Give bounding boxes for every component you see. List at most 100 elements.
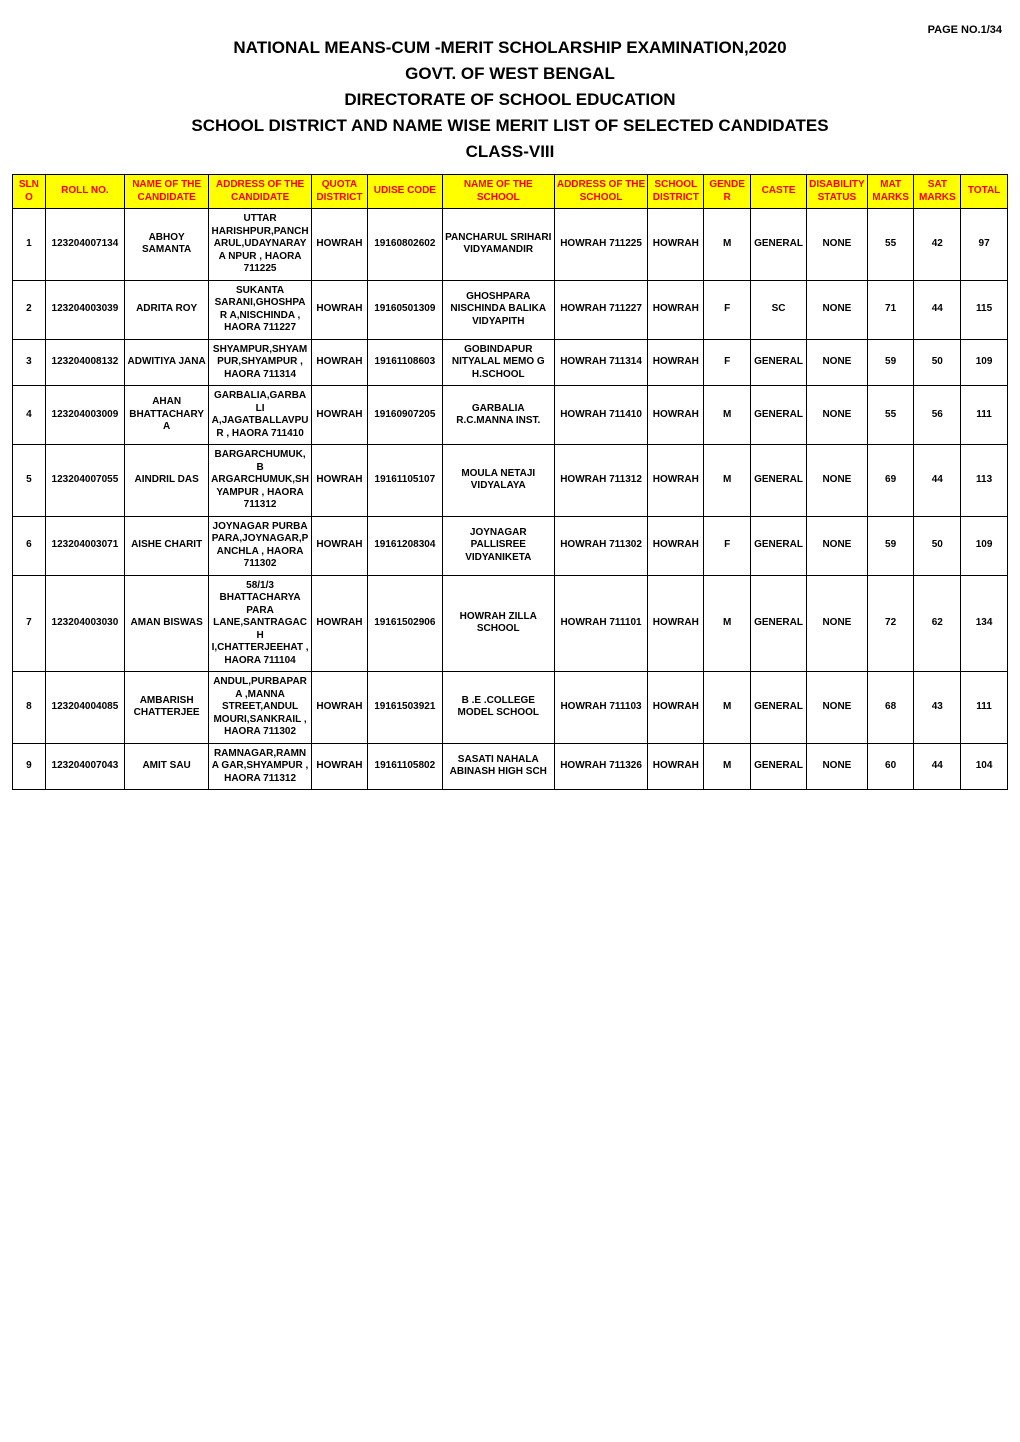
table-row: 9123204007043AMIT SAURAMNAGAR,RAMNA GAR,… (13, 743, 1008, 790)
table-cell: 123204008132 (45, 339, 124, 386)
table-cell: 123204003009 (45, 386, 124, 445)
table-cell: HOWRAH 711326 (554, 743, 647, 790)
table-cell: 123204004085 (45, 672, 124, 744)
table-cell: 97 (961, 209, 1008, 281)
table-cell: 71 (867, 280, 914, 339)
table-cell: F (704, 516, 751, 575)
table-cell: GENERAL (751, 339, 807, 386)
table-cell: 123204003039 (45, 280, 124, 339)
table-cell: 19161105802 (367, 743, 442, 790)
table-cell: HOWRAH (648, 516, 704, 575)
title-exam: NATIONAL MEANS-CUM -MERIT SCHOLARSHIP EX… (12, 38, 1008, 58)
table-cell: 104 (961, 743, 1008, 790)
table-row: 4123204003009AHAN BHATTACHARYAGARBALIA,G… (13, 386, 1008, 445)
table-cell: ADWITIYA JANA (125, 339, 209, 386)
table-cell: AMIT SAU (125, 743, 209, 790)
table-cell: 123204007134 (45, 209, 124, 281)
table-cell: NONE (807, 672, 868, 744)
table-cell: 123204003030 (45, 575, 124, 672)
table-cell: HOWRAH 711225 (554, 209, 647, 281)
table-cell: 68 (867, 672, 914, 744)
table-cell: GENERAL (751, 516, 807, 575)
col-header: UDISE CODE (367, 175, 442, 209)
col-header: ADDRESS OF THE CANDIDATE (209, 175, 312, 209)
table-cell: HOWRAH (311, 280, 367, 339)
table-cell: HOWRAH (311, 743, 367, 790)
table-cell: GARBALIA R.C.MANNA INST. (442, 386, 554, 445)
table-cell: SC (751, 280, 807, 339)
table-cell: HOWRAH (648, 386, 704, 445)
table-cell: 62 (914, 575, 961, 672)
table-cell: 4 (13, 386, 46, 445)
table-cell: 19161502906 (367, 575, 442, 672)
table-cell: HOWRAH ZILLA SCHOOL (442, 575, 554, 672)
table-cell: HOWRAH (311, 339, 367, 386)
table-cell: M (704, 743, 751, 790)
table-cell: AMAN BISWAS (125, 575, 209, 672)
table-cell: HOWRAH (648, 743, 704, 790)
col-header: NAME OF THE CANDIDATE (125, 175, 209, 209)
table-cell: 7 (13, 575, 46, 672)
table-cell: F (704, 339, 751, 386)
table-row: 1123204007134ABHOY SAMANTAUTTAR HARISHPU… (13, 209, 1008, 281)
table-cell: HOWRAH 711302 (554, 516, 647, 575)
table-cell: GENERAL (751, 445, 807, 517)
table-body: 1123204007134ABHOY SAMANTAUTTAR HARISHPU… (13, 209, 1008, 790)
table-cell: HOWRAH 711410 (554, 386, 647, 445)
table-cell: GHOSHPARA NISCHINDA BALIKA VIDYAPITH (442, 280, 554, 339)
table-cell: 5 (13, 445, 46, 517)
table-cell: HOWRAH 711101 (554, 575, 647, 672)
page-number-label: PAGE NO.1/34 (12, 24, 1008, 36)
table-row: 2123204003039ADRITA ROYSUKANTA SARANI,GH… (13, 280, 1008, 339)
table-cell: HOWRAH (648, 209, 704, 281)
table-cell: NONE (807, 386, 868, 445)
table-cell: 69 (867, 445, 914, 517)
title-block: NATIONAL MEANS-CUM -MERIT SCHOLARSHIP EX… (12, 38, 1008, 162)
table-cell: HOWRAH 711227 (554, 280, 647, 339)
table-cell: 113 (961, 445, 1008, 517)
table-cell: 123204007055 (45, 445, 124, 517)
table-row: 7123204003030AMAN BISWAS58/1/3 BHATTACHA… (13, 575, 1008, 672)
table-cell: 109 (961, 339, 1008, 386)
table-cell: 59 (867, 516, 914, 575)
table-cell: BARGARCHUMUK,B ARGARCHUMUK,SH YAMPUR , H… (209, 445, 312, 517)
table-cell: 50 (914, 339, 961, 386)
table-cell: AINDRIL DAS (125, 445, 209, 517)
table-cell: 19160802602 (367, 209, 442, 281)
table-cell: PANCHARUL SRIHARI VIDYAMANDIR (442, 209, 554, 281)
table-cell: 19160907205 (367, 386, 442, 445)
table-cell: M (704, 575, 751, 672)
col-header: MAT MARKS (867, 175, 914, 209)
table-cell: GENERAL (751, 575, 807, 672)
table-cell: F (704, 280, 751, 339)
table-cell: GENERAL (751, 386, 807, 445)
table-cell: AHAN BHATTACHARYA (125, 386, 209, 445)
table-cell: GOBINDAPUR NITYALAL MEMO G H.SCHOOL (442, 339, 554, 386)
table-cell: HOWRAH (311, 672, 367, 744)
title-class: CLASS-VIII (12, 142, 1008, 162)
table-cell: 55 (867, 386, 914, 445)
col-header: GENDER (704, 175, 751, 209)
table-cell: SASATI NAHALA ABINASH HIGH SCH (442, 743, 554, 790)
table-cell: 60 (867, 743, 914, 790)
table-cell: 19161105107 (367, 445, 442, 517)
table-cell: HOWRAH (311, 575, 367, 672)
table-cell: 19160501309 (367, 280, 442, 339)
col-header: SLNO (13, 175, 46, 209)
table-cell: RAMNAGAR,RAMNA GAR,SHYAMPUR , HAORA 7113… (209, 743, 312, 790)
table-cell: JOYNAGAR PALLISREE VIDYANIKETA (442, 516, 554, 575)
table-cell: HOWRAH (648, 280, 704, 339)
col-header: CASTE (751, 175, 807, 209)
table-cell: NONE (807, 280, 868, 339)
table-cell: HOWRAH (648, 339, 704, 386)
table-cell: GENERAL (751, 209, 807, 281)
table-cell: 111 (961, 386, 1008, 445)
table-cell: SHYAMPUR,SHYAM PUR,SHYAMPUR , HAORA 7113… (209, 339, 312, 386)
table-cell: M (704, 209, 751, 281)
table-cell: M (704, 386, 751, 445)
table-cell: 59 (867, 339, 914, 386)
table-cell: NONE (807, 209, 868, 281)
table-row: 6123204003071AISHE CHARITJOYNAGAR PURBA … (13, 516, 1008, 575)
table-row: 8123204004085AMBARISH CHATTERJEEANDUL,PU… (13, 672, 1008, 744)
table-cell: 19161208304 (367, 516, 442, 575)
